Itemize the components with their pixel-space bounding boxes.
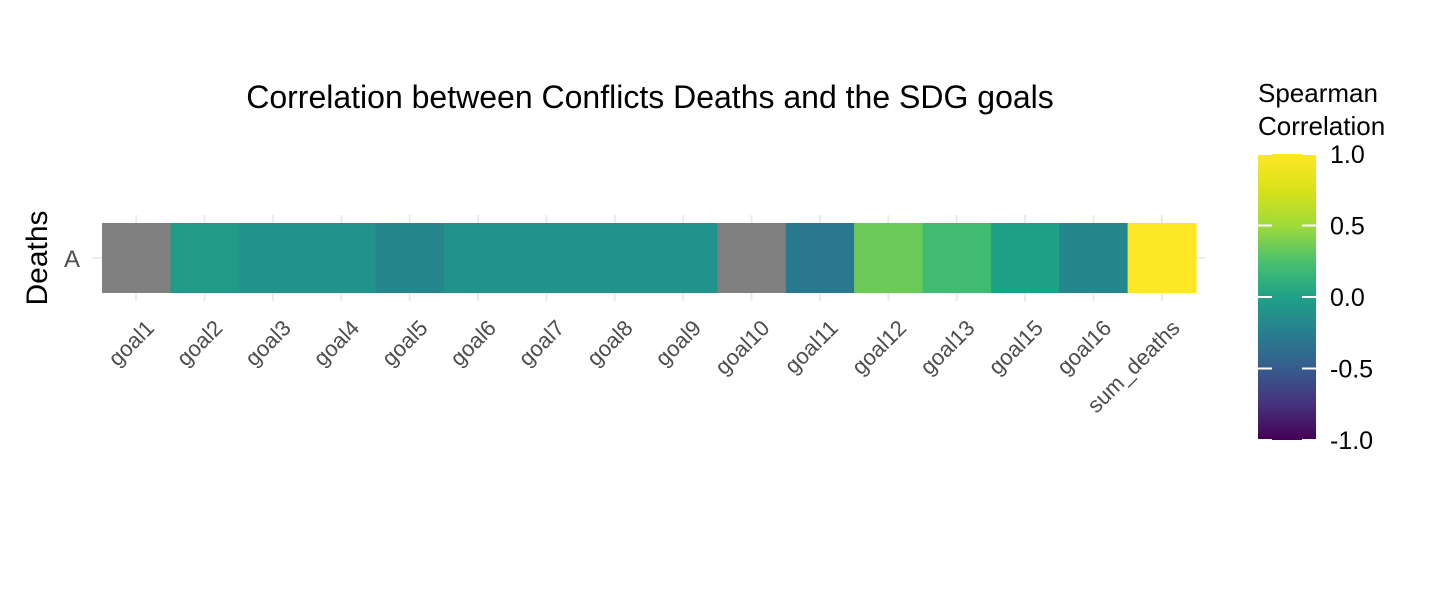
y-axis-title: Deaths xyxy=(21,210,54,305)
legend-tick-label: -1.0 xyxy=(1330,427,1373,455)
heatmap-cell-goal1 xyxy=(102,223,171,293)
heatmap-cell-goal5 xyxy=(375,223,445,293)
x-tick-label-goal6: goal6 xyxy=(445,315,501,371)
legend-tick-label: -0.5 xyxy=(1330,356,1373,384)
x-tick-label-goal5: goal5 xyxy=(377,315,433,371)
x-tick-label-goal12: goal12 xyxy=(847,315,911,379)
heatmap-cell-goal13 xyxy=(922,223,992,293)
heatmap-cell-goal15 xyxy=(990,223,1060,293)
x-tick-label-goal2: goal2 xyxy=(172,315,228,371)
x-tick-label-goal11: goal11 xyxy=(780,315,843,378)
x-tick-label-goal1: goal1 xyxy=(103,315,159,371)
y-tick-labels: A xyxy=(64,246,80,273)
chart-title: Correlation between Conflicts Deaths and… xyxy=(246,79,1054,115)
legend-title: Spearman Correlation xyxy=(1258,78,1385,141)
legend-ticks: 1.0 0.5 0.0 -0.5 -1.0 xyxy=(1258,141,1373,455)
heatmap-cell-goal9 xyxy=(649,223,718,293)
y-tick-label: A xyxy=(64,246,80,273)
legend-tick-label: 0.0 xyxy=(1330,284,1365,312)
legend-tick-label: 1.0 xyxy=(1330,141,1365,169)
x-tick-labels: goal1 goal2 goal3 goal4 goal5 goal6 goal7 goal8… xyxy=(103,315,1184,417)
legend-title-line: Spearman xyxy=(1258,78,1378,108)
legend-tick-label: 0.5 xyxy=(1330,213,1365,241)
heatmap-cell-goal7 xyxy=(512,223,582,293)
heatmap-cell-goal2 xyxy=(170,223,240,293)
x-tick-label-goal10: goal10 xyxy=(710,315,774,379)
heatmap-cell-sum_deaths xyxy=(1127,223,1197,293)
x-tick-label-goal16: goal16 xyxy=(1052,315,1116,379)
heatmap-cell-goal10 xyxy=(717,223,787,293)
color-legend: Spearman Correlation 1.0 0.5 0.0 -0.5 -1.0 xyxy=(1258,78,1385,455)
heatmap-cell-goal4 xyxy=(307,223,376,293)
x-tick-label-goal7: goal7 xyxy=(514,315,570,371)
x-tick-label-goal3: goal3 xyxy=(240,315,296,371)
x-tick-label-goal4: goal4 xyxy=(308,315,364,371)
heatmap-cell-goal8 xyxy=(580,223,650,293)
x-tick-label-goal8: goal8 xyxy=(582,315,638,371)
x-tick-label-goal13: goal13 xyxy=(915,315,979,379)
x-tick-label-goal9: goal9 xyxy=(650,315,706,371)
heatmap-cells xyxy=(102,223,1197,293)
x-tick-label-goal15: goal15 xyxy=(984,315,1048,379)
heatmap-cell-goal11 xyxy=(785,223,855,293)
legend-title-line: Correlation xyxy=(1258,111,1385,141)
heatmap-cell-goal3 xyxy=(238,223,308,293)
heatmap-cell-goal6 xyxy=(443,223,513,293)
heatmap-cell-goal12 xyxy=(854,223,923,293)
heatmap-cell-goal16 xyxy=(1059,223,1129,293)
